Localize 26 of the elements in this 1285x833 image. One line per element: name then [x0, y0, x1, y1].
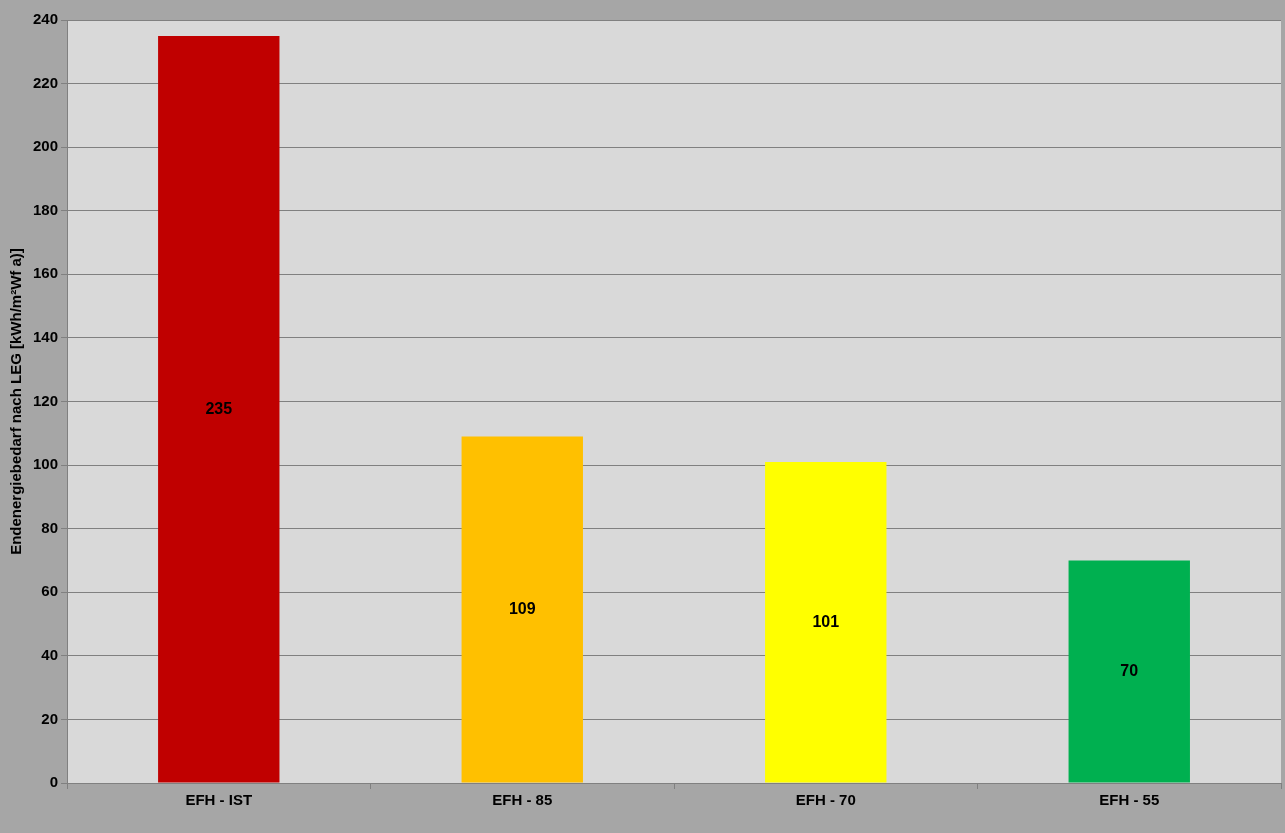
y-tick-label: 220: [33, 73, 59, 91]
bar: [765, 461, 887, 783]
bar: [158, 35, 280, 783]
y-axis-title: Endenergiebedarf nach LEG [kWh/m²Wf a)]: [7, 248, 25, 555]
y-tick-label: 240: [33, 10, 59, 28]
y-tick-label: 20: [41, 709, 59, 727]
y-tick-label: 0: [49, 773, 59, 791]
y-tick-label: 180: [33, 200, 59, 218]
y-tick-label: 160: [33, 264, 59, 282]
data-label: 101: [812, 612, 840, 630]
x-tick-label: EFH - 70: [795, 791, 856, 809]
y-tick-label: 80: [41, 518, 59, 536]
y-tick-label: 200: [33, 137, 59, 155]
x-tick-label: EFH - 85: [492, 791, 553, 809]
data-label: 109: [508, 599, 536, 617]
y-tick-label: 120: [33, 391, 59, 409]
y-tick-label: 60: [41, 582, 59, 600]
bar: [1068, 560, 1190, 783]
bar: [461, 436, 583, 783]
y-tick-label: 40: [41, 645, 59, 663]
y-tick-label: 100: [33, 455, 59, 473]
data-label: 70: [1120, 661, 1139, 679]
y-tick-label: 140: [33, 328, 59, 346]
x-tick-label: EFH - 55: [1099, 791, 1160, 809]
data-label: 235: [205, 399, 233, 417]
x-tick-label: EFH - IST: [185, 791, 253, 809]
